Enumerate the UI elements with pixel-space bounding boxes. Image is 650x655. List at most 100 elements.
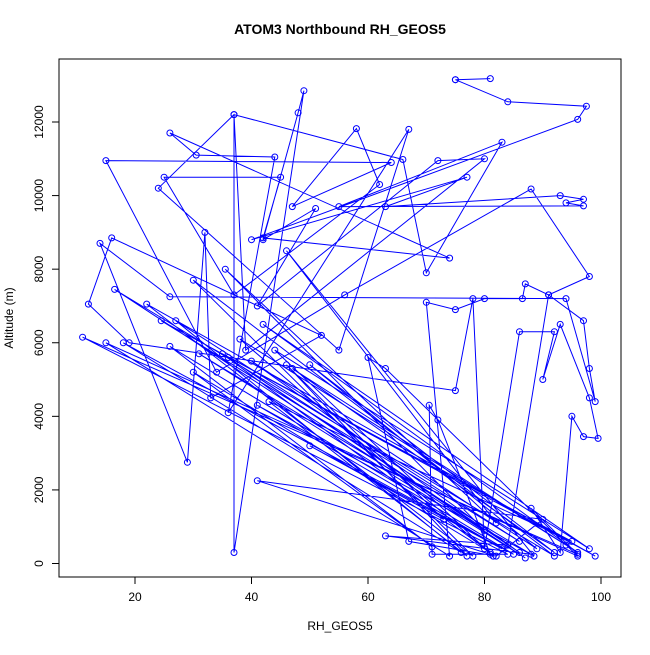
series-line — [82, 78, 599, 559]
data-point — [580, 195, 587, 203]
data-point — [288, 203, 296, 211]
data-point — [425, 401, 433, 409]
data-point — [236, 335, 244, 343]
data-point — [504, 541, 512, 549]
data-point — [562, 295, 570, 303]
x-tick-label: 20 — [128, 590, 142, 604]
data-point — [306, 442, 314, 450]
y-tick-label: 10000 — [32, 179, 46, 213]
data-point — [591, 398, 599, 406]
y-tick-label: 4000 — [32, 403, 46, 430]
data-point — [574, 549, 582, 556]
data-point — [539, 515, 547, 523]
data-point — [446, 254, 454, 262]
data-point — [84, 300, 92, 308]
data-point — [399, 156, 407, 163]
data-point — [516, 328, 523, 336]
data-point — [253, 401, 261, 409]
data-point — [253, 302, 261, 310]
data-point — [382, 532, 389, 540]
data-point — [102, 157, 110, 165]
y-tick-label: 2000 — [32, 476, 46, 503]
data-point — [201, 228, 209, 236]
data-point — [271, 153, 279, 161]
data-point — [248, 357, 255, 365]
data-point — [516, 549, 523, 556]
data-point — [457, 549, 465, 556]
data-point — [585, 394, 593, 402]
data-point — [585, 545, 593, 553]
y-axis-title: Altitude (m) — [2, 287, 16, 348]
data-point — [166, 129, 174, 137]
data-point — [364, 354, 372, 361]
data-point — [585, 365, 593, 372]
data-point — [434, 416, 442, 424]
y-tick-label: 8000 — [32, 255, 46, 282]
data-point — [516, 537, 523, 545]
data-point — [469, 295, 477, 303]
data-point — [192, 151, 200, 159]
data-point — [230, 549, 238, 556]
data-point — [335, 203, 343, 211]
data-point — [451, 76, 459, 84]
data-point — [312, 205, 320, 212]
data-point — [253, 477, 261, 485]
data-point — [352, 125, 360, 133]
data-point — [568, 537, 576, 545]
data-point — [504, 98, 512, 106]
data-point — [489, 552, 497, 560]
data-point — [157, 317, 165, 325]
data-point — [550, 328, 558, 336]
data-point — [300, 87, 308, 95]
data-point — [382, 203, 389, 211]
data-point — [440, 515, 448, 523]
data-point — [463, 173, 471, 181]
data-point — [428, 550, 436, 558]
data-point — [213, 368, 221, 376]
data-point — [518, 295, 526, 303]
data-point — [183, 458, 191, 466]
data-point — [492, 519, 500, 527]
data-point — [527, 185, 535, 193]
data-point — [265, 398, 273, 406]
data-point — [574, 552, 582, 560]
data-point — [154, 184, 162, 192]
data-point — [230, 111, 238, 119]
data-point — [481, 545, 488, 553]
data-point — [189, 368, 197, 376]
y-tick-label: 6000 — [32, 329, 46, 356]
data-point — [96, 239, 104, 247]
data-point — [382, 365, 389, 372]
data-point — [387, 159, 395, 166]
data-point — [481, 295, 488, 303]
data-point — [434, 157, 442, 165]
data-point — [582, 102, 590, 110]
data-point — [527, 504, 535, 512]
data-point — [341, 291, 349, 299]
data-point — [422, 269, 430, 277]
y-tick-label: 12000 — [32, 105, 46, 139]
y-tick-label: 0 — [32, 560, 46, 567]
data-point — [591, 552, 599, 560]
data-point — [451, 387, 459, 395]
data-point — [166, 342, 174, 350]
data-point — [463, 552, 471, 560]
data-point — [562, 199, 570, 207]
data-point — [556, 320, 564, 328]
x-tick-label: 80 — [478, 590, 492, 604]
data-point — [521, 554, 529, 562]
data-point — [189, 276, 197, 284]
data-point — [259, 234, 267, 242]
data-point — [277, 173, 285, 181]
data-point — [119, 339, 127, 347]
data-point — [79, 333, 87, 341]
data-point — [288, 365, 296, 372]
data-point — [218, 350, 226, 358]
data-point — [533, 545, 541, 553]
data-point — [580, 202, 587, 210]
data-point — [405, 125, 413, 133]
x-tick-label: 100 — [591, 590, 611, 604]
data-point — [195, 350, 203, 358]
